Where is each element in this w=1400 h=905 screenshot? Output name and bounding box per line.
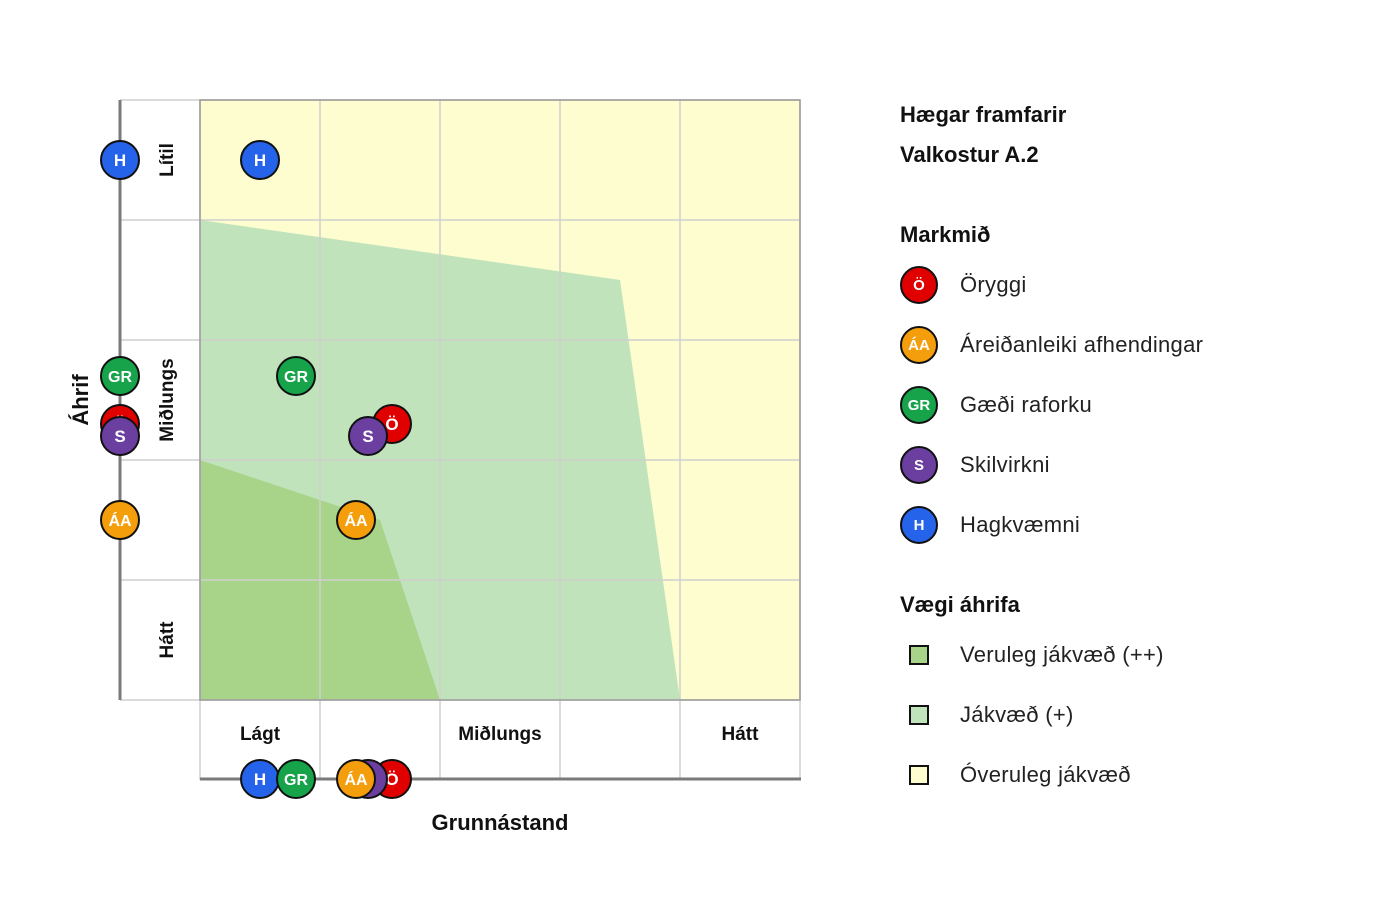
goal-legend-item: Ö Öryggi (900, 255, 1370, 315)
y-projection-marker: GR (100, 356, 140, 396)
plot-border (199, 99, 801, 701)
legend-title: Hægar framfarir (900, 102, 1067, 127)
goal-label: Áreiðanleiki afhendingar (960, 332, 1204, 357)
y-projection-marker: S (100, 416, 140, 456)
y-tick-label: Hátt (157, 621, 178, 659)
svg-text:GR: GR (284, 369, 308, 386)
goals-legend-list: Ö Öryggi ÁA Áreiðanleiki afhendingar GR Gæði … (900, 255, 1370, 555)
svg-text:S: S (362, 427, 373, 446)
y-projection-marker: ÁA (100, 500, 140, 540)
goal-badge: GR (900, 386, 938, 424)
goal-point-marker: ÁA (336, 500, 376, 540)
weight-legend-item: Veruleg jákvæð (++) (900, 625, 1370, 685)
goal-legend-item: GR Gæði raforku (900, 375, 1370, 435)
weight-label: Óveruleg jákvæð (960, 762, 1131, 787)
goal-label: Skilvirkni (960, 452, 1050, 477)
goal-legend-item: S Skilvirkni (900, 435, 1370, 495)
x-tick-label: Lágt (240, 724, 281, 745)
y-tick-label: Lítil (157, 143, 178, 177)
svg-text:ÁA: ÁA (344, 511, 368, 530)
goal-label: Öryggi (960, 272, 1027, 297)
weight-swatch (909, 705, 929, 725)
weight-legend-item: Jákvæð (+) (900, 685, 1370, 745)
svg-text:ÁA: ÁA (344, 770, 368, 789)
weights-heading: Vægi áhrifa (900, 592, 1020, 617)
x-projection-marker: ÁA (336, 759, 376, 799)
weight-label: Veruleg jákvæð (++) (960, 642, 1164, 667)
svg-text:S: S (114, 427, 125, 446)
x-tick-label: Hátt (722, 724, 760, 745)
weight-swatch (909, 645, 929, 665)
weight-legend-item: Óveruleg jákvæð (900, 745, 1370, 805)
impact-zones (200, 100, 800, 700)
goal-markers: HGRÖSÁAHGRÖSÁAHGRÖSÁA (100, 140, 412, 799)
y-axis-title: Áhrif (68, 374, 93, 426)
goal-point-marker: S (348, 416, 388, 456)
svg-text:H: H (254, 151, 266, 170)
x-axis-title: Grunnástand (432, 810, 569, 835)
grid-lines (120, 99, 801, 780)
goal-label: Hagkvæmni (960, 512, 1081, 537)
svg-text:GR: GR (108, 369, 132, 386)
svg-text:H: H (114, 151, 126, 170)
y-tick-label: Miðlungs (157, 358, 178, 441)
legend-subtitle: Valkostur A.2 (900, 142, 1039, 167)
goal-point-marker: H (240, 140, 280, 180)
x-projection-marker: H (240, 759, 280, 799)
svg-text:H: H (254, 770, 266, 789)
weight-label: Jákvæð (+) (960, 702, 1074, 727)
goal-badge: S (900, 446, 938, 484)
goal-badge: Ö (900, 266, 938, 304)
goal-legend-item: H Hagkvæmni (900, 495, 1370, 555)
goal-badge: ÁA (900, 326, 938, 364)
impact-matrix-chart: Lágt Miðlungs Hátt Lítil Miðlungs Hátt Grunná… (68, 99, 801, 835)
tick-labels: Lágt Miðlungs Hátt Lítil Miðlungs Hátt (157, 143, 759, 745)
svg-text:Ö: Ö (385, 415, 398, 434)
y-projection-marker: H (100, 140, 140, 180)
goal-point-marker: GR (276, 356, 316, 396)
goal-legend-item: ÁA Áreiðanleiki afhendingar (900, 315, 1370, 375)
svg-text:GR: GR (284, 772, 308, 789)
goal-label: Gæði raforku (960, 392, 1092, 417)
goals-heading: Markmið (900, 222, 991, 247)
x-tick-label: Miðlungs (458, 724, 541, 745)
svg-text:Ö: Ö (385, 770, 398, 789)
svg-text:ÁA: ÁA (108, 511, 132, 530)
weight-swatch (909, 765, 929, 785)
weights-legend-list: Veruleg jákvæð (++) Jákvæð (+) Óveruleg já… (900, 625, 1370, 805)
goal-badge: H (900, 506, 938, 544)
x-projection-marker: GR (276, 759, 316, 799)
